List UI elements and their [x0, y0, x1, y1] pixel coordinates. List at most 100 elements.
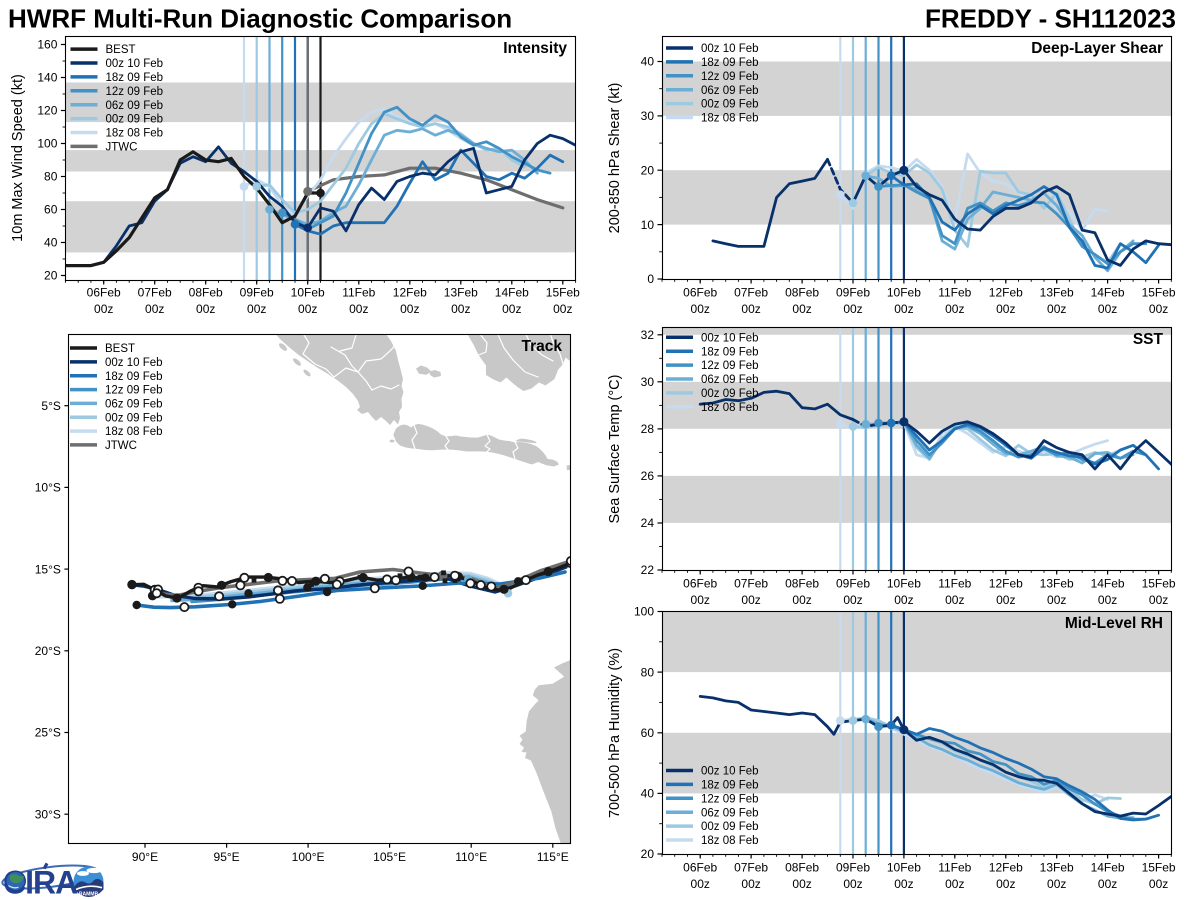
svg-text:11Feb: 11Feb [938, 861, 971, 875]
svg-text:13Feb: 13Feb [444, 286, 478, 300]
svg-text:95°E: 95°E [214, 850, 240, 864]
svg-text:00z: 00z [945, 877, 964, 891]
svg-text:Deep-Layer Shear: Deep-Layer Shear [1031, 40, 1163, 57]
svg-text:BEST: BEST [106, 44, 136, 56]
svg-text:18z 08 Feb: 18z 08 Feb [701, 835, 759, 847]
svg-text:18z 09 Feb: 18z 09 Feb [105, 371, 163, 383]
svg-text:00z 10 Feb: 00z 10 Feb [701, 332, 759, 344]
svg-text:00z: 00z [451, 302, 470, 316]
svg-text:00z: 00z [247, 302, 266, 316]
svg-text:08Feb: 08Feb [785, 861, 819, 875]
svg-text:15Feb: 15Feb [1142, 286, 1176, 300]
svg-text:15°S: 15°S [35, 562, 61, 576]
svg-text:10Feb: 10Feb [887, 286, 921, 300]
svg-text:13Feb: 13Feb [1040, 861, 1074, 875]
svg-text:32: 32 [641, 328, 655, 342]
svg-text:10m Max Wind Speed (kt): 10m Max Wind Speed (kt) [10, 74, 26, 242]
svg-text:00z 10 Feb: 00z 10 Feb [105, 357, 163, 369]
svg-text:00z: 00z [298, 302, 317, 316]
svg-text:12Feb: 12Feb [989, 577, 1023, 591]
svg-text:100: 100 [634, 605, 654, 619]
svg-text:08Feb: 08Feb [785, 577, 819, 591]
svg-text:HWRF Multi-Run Diagnostic Comp: HWRF Multi-Run Diagnostic Comparison [8, 4, 512, 34]
svg-text:140: 140 [37, 71, 57, 85]
svg-text:00z: 00z [843, 302, 862, 316]
svg-text:30: 30 [641, 375, 655, 389]
svg-text:00z: 00z [1098, 593, 1117, 607]
svg-text:700-500 hPa Humidity (%): 700-500 hPa Humidity (%) [607, 648, 623, 818]
svg-text:40: 40 [641, 55, 655, 69]
svg-text:Track: Track [521, 338, 562, 355]
svg-text:160: 160 [37, 38, 57, 52]
svg-text:14Feb: 14Feb [1091, 577, 1125, 591]
svg-text:80: 80 [641, 665, 655, 679]
svg-text:00z: 00z [741, 593, 760, 607]
svg-text:00z: 00z [400, 302, 419, 316]
svg-text:00z: 00z [349, 302, 368, 316]
svg-text:00z: 00z [741, 877, 760, 891]
svg-text:06z 09 Feb: 06z 09 Feb [701, 85, 759, 97]
svg-text:18z 09 Feb: 18z 09 Feb [701, 57, 759, 69]
svg-text:00z: 00z [502, 302, 521, 316]
svg-text:20°S: 20°S [35, 644, 61, 658]
svg-text:26: 26 [641, 469, 655, 483]
svg-text:06z 09 Feb: 06z 09 Feb [701, 374, 759, 386]
svg-text:10Feb: 10Feb [887, 861, 921, 875]
svg-text:40: 40 [44, 236, 58, 250]
svg-text:00z: 00z [1098, 877, 1117, 891]
svg-text:00z: 00z [741, 302, 760, 316]
svg-text:00z 09 Feb: 00z 09 Feb [701, 821, 759, 833]
svg-text:06z 09 Feb: 06z 09 Feb [105, 399, 163, 411]
svg-text:06z 09 Feb: 06z 09 Feb [701, 807, 759, 819]
svg-text:100: 100 [37, 137, 57, 151]
svg-text:10Feb: 10Feb [291, 286, 325, 300]
svg-text:12z 09 Feb: 12z 09 Feb [105, 385, 163, 397]
svg-text:12Feb: 12Feb [989, 286, 1023, 300]
svg-text:24: 24 [641, 516, 655, 530]
svg-text:100°E: 100°E [292, 850, 325, 864]
svg-text:15Feb: 15Feb [546, 286, 580, 300]
svg-text:18z 09 Feb: 18z 09 Feb [701, 346, 759, 358]
svg-text:00z 09 Feb: 00z 09 Feb [105, 412, 163, 424]
svg-text:60: 60 [44, 203, 58, 217]
svg-text:13Feb: 13Feb [1040, 577, 1074, 591]
svg-text:25°S: 25°S [35, 726, 61, 740]
svg-text:12z 09 Feb: 12z 09 Feb [701, 71, 759, 83]
svg-text:30: 30 [641, 109, 655, 123]
svg-text:80: 80 [44, 170, 58, 184]
svg-text:00z: 00z [691, 877, 710, 891]
svg-text:12z 09 Feb: 12z 09 Feb [701, 793, 759, 805]
svg-text:14Feb: 14Feb [1091, 861, 1125, 875]
svg-text:07Feb: 07Feb [734, 577, 768, 591]
svg-text:00z: 00z [792, 877, 811, 891]
svg-text:15Feb: 15Feb [1142, 861, 1176, 875]
svg-text:00z 09 Feb: 00z 09 Feb [701, 388, 759, 400]
svg-text:20: 20 [641, 163, 655, 177]
svg-text:00z: 00z [843, 593, 862, 607]
svg-text:JTWC: JTWC [105, 440, 137, 452]
svg-text:00z: 00z [1149, 302, 1168, 316]
svg-text:00z 09 Feb: 00z 09 Feb [106, 114, 164, 126]
svg-text:10°S: 10°S [35, 481, 61, 495]
svg-text:18z 09 Feb: 18z 09 Feb [701, 780, 759, 792]
svg-text:28: 28 [641, 422, 655, 436]
svg-text:00z 09 Feb: 00z 09 Feb [701, 99, 759, 111]
svg-text:06Feb: 06Feb [683, 286, 717, 300]
svg-text:18z 08 Feb: 18z 08 Feb [701, 113, 759, 125]
svg-text:06z 09 Feb: 06z 09 Feb [106, 100, 164, 112]
svg-text:00z: 00z [1149, 877, 1168, 891]
svg-text:00z: 00z [691, 593, 710, 607]
svg-text:00z: 00z [1047, 302, 1066, 316]
svg-text:00z: 00z [996, 302, 1015, 316]
svg-text:00z: 00z [792, 593, 811, 607]
svg-text:00z: 00z [1149, 593, 1168, 607]
svg-text:00z: 00z [792, 302, 811, 316]
svg-text:07Feb: 07Feb [734, 861, 768, 875]
svg-text:00z: 00z [1047, 877, 1066, 891]
svg-text:12z 09 Feb: 12z 09 Feb [106, 86, 164, 98]
svg-text:07Feb: 07Feb [138, 286, 172, 300]
svg-text:00z: 00z [945, 302, 964, 316]
svg-text:09Feb: 09Feb [836, 861, 870, 875]
svg-text:200-850 hPa Shear (kt): 200-850 hPa Shear (kt) [607, 83, 623, 234]
svg-text:09Feb: 09Feb [836, 577, 870, 591]
